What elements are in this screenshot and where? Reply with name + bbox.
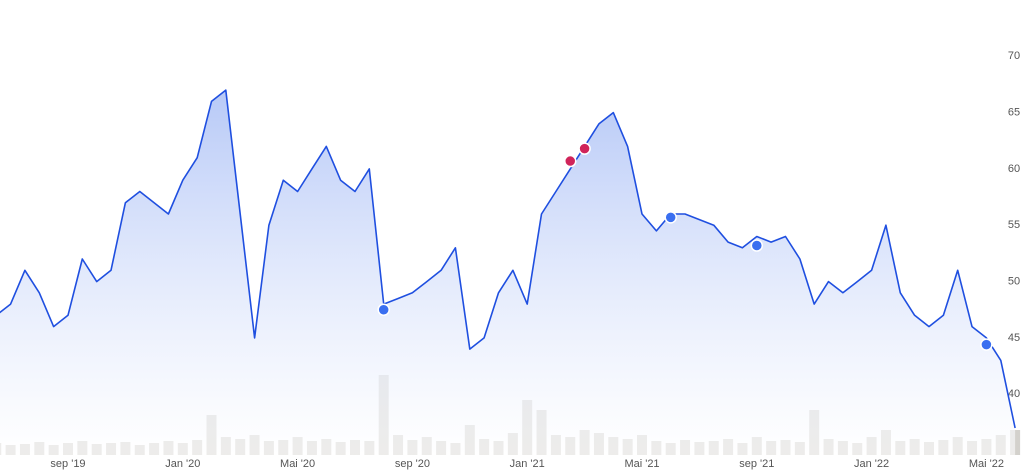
price-line (0, 89, 1016, 429)
x-tick-label: Mai '21 (624, 458, 659, 470)
x-tick-label: sep '21 (739, 458, 774, 470)
y-tick-label: 60 (1008, 163, 1020, 175)
area (0, 90, 1016, 455)
event-marker (578, 142, 591, 155)
event-marker (664, 211, 677, 224)
x-tick-label: Mai '20 (280, 458, 315, 470)
event-marker (750, 239, 764, 252)
y-tick-label: 65 (1008, 107, 1020, 119)
x-tick-label: Jan '20 (165, 458, 200, 470)
y-tick-label: 45 (1008, 332, 1020, 344)
y-tick-label: 50 (1008, 275, 1020, 287)
x-tick-label: Mai '22 (969, 458, 1004, 470)
y-tick-label: 55 (1008, 219, 1020, 231)
x-tick-label: Jan '22 (854, 458, 889, 470)
event-marker (980, 338, 993, 351)
event-marker (377, 303, 390, 316)
x-tick-label: Jan '21 (510, 458, 545, 470)
x-tick-label: sep '20 (395, 458, 430, 470)
y-tick-label: 40 (1008, 388, 1020, 400)
x-tick-label: sep '19 (50, 458, 85, 470)
event-marker (564, 154, 577, 168)
y-tick-label: 70 (1008, 50, 1020, 62)
